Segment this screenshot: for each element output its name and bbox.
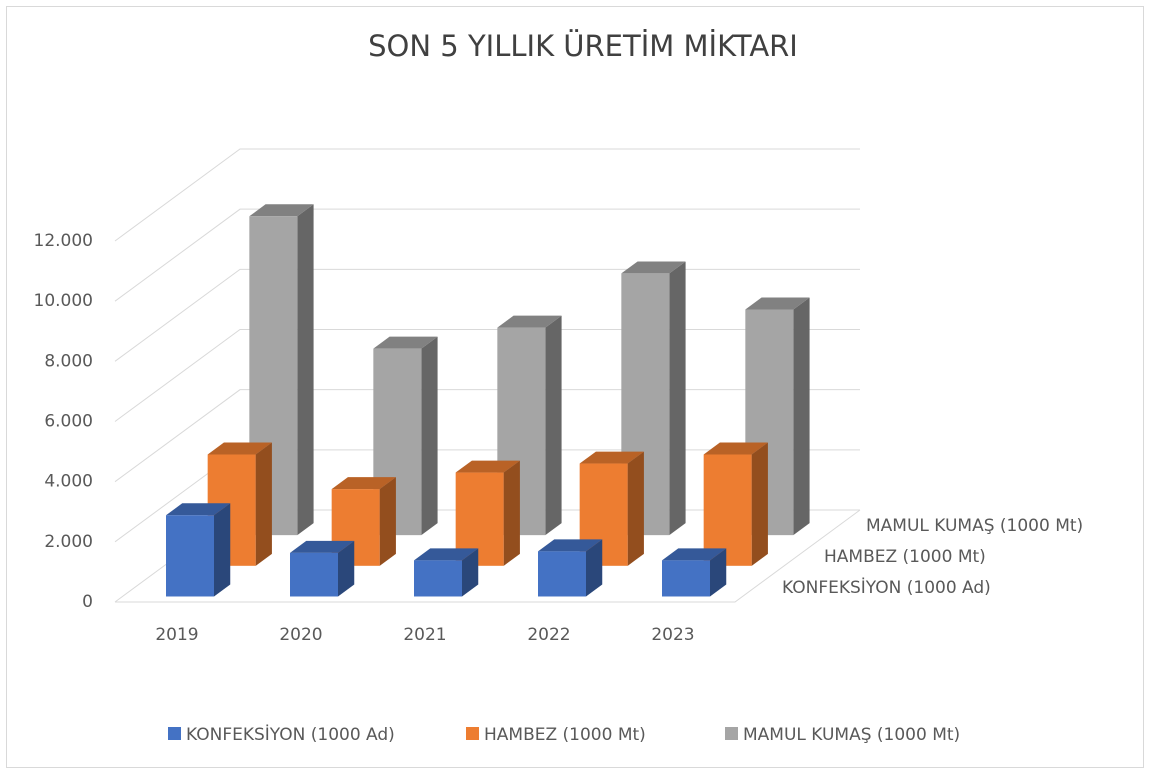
grid-line xyxy=(114,148,860,242)
legend-label: HAMBEZ (1000 Mt) xyxy=(484,725,646,745)
y-tick-label: 4.000 xyxy=(44,472,93,492)
grid xyxy=(114,148,861,603)
bar-top xyxy=(538,539,603,552)
bar xyxy=(290,540,355,597)
y-tick-label: 2.000 xyxy=(44,532,93,552)
bar-top xyxy=(455,460,520,473)
grid-line xyxy=(114,208,860,302)
x-tick-label: 2021 xyxy=(403,625,446,645)
bar-top xyxy=(414,548,479,561)
bar-side xyxy=(793,297,810,536)
bar-side xyxy=(751,442,768,566)
bar-top xyxy=(166,503,231,516)
y-tick-label: 6.000 xyxy=(44,412,93,432)
bar-side xyxy=(545,315,562,536)
bar-top xyxy=(703,442,768,455)
legend-label: KONFEKSİYON (1000 Ad) xyxy=(186,724,395,745)
bar-front xyxy=(703,454,752,566)
bar-side xyxy=(214,503,231,597)
y-tick-label: 8.000 xyxy=(44,351,93,371)
bar-top xyxy=(579,451,644,464)
bars xyxy=(166,204,810,597)
chart-border xyxy=(6,6,1144,768)
bar-top xyxy=(331,477,396,490)
x-tick-label: 2020 xyxy=(279,625,322,645)
bar xyxy=(579,451,644,566)
bar-side xyxy=(379,477,396,566)
legend-swatch xyxy=(725,727,738,740)
x-tick-label: 2023 xyxy=(651,625,694,645)
bar-side xyxy=(627,451,644,566)
legend-swatch xyxy=(466,727,479,740)
bar-top xyxy=(249,204,314,217)
depth-axis-label: MAMUL KUMAŞ (1000 Mt) xyxy=(866,516,1083,536)
bar-side xyxy=(338,540,355,597)
bar xyxy=(166,503,231,597)
bar xyxy=(703,442,768,566)
x-tick-label: 2022 xyxy=(527,625,570,645)
labels: 0 2.000 4.000 6.000 8.000 10.000 12.000 MAMUL K… xyxy=(34,231,1084,745)
bar xyxy=(414,548,479,597)
bar-front xyxy=(414,560,462,597)
chart-title: SON 5 YILLIK ÜRETİM MİKTARI xyxy=(368,29,798,63)
bar-top xyxy=(373,336,438,349)
bar-front xyxy=(662,560,710,597)
bar-top xyxy=(497,315,562,328)
bar xyxy=(373,336,438,536)
y-tick-label: 0 xyxy=(82,592,93,612)
bar-side xyxy=(462,548,479,597)
bar-top xyxy=(621,261,686,274)
bar-side xyxy=(421,336,438,536)
bar xyxy=(331,477,396,566)
bar-side xyxy=(255,442,272,566)
legend-label: MAMUL KUMAŞ (1000 Mt) xyxy=(743,725,960,745)
y-tick-label: 10.000 xyxy=(34,291,93,311)
bar-side xyxy=(586,539,603,597)
bar xyxy=(662,548,727,597)
bar-side xyxy=(297,204,314,536)
depth-axis-label: KONFEKSİYON (1000 Ad) xyxy=(782,577,991,598)
floor-edge xyxy=(115,509,861,603)
bar-front xyxy=(538,551,586,597)
depth-axis-label: HAMBEZ (1000 Mt) xyxy=(824,547,986,567)
y-tick-label: 12.000 xyxy=(34,231,93,251)
bar-side xyxy=(503,460,520,566)
bar-top xyxy=(662,548,727,561)
bar xyxy=(538,539,603,597)
x-tick-label: 2019 xyxy=(155,625,198,645)
legend-swatch xyxy=(168,727,181,740)
bar xyxy=(207,442,272,566)
bar-top xyxy=(207,442,272,455)
bar-top xyxy=(290,540,355,553)
bar-front xyxy=(290,552,338,597)
bar-top xyxy=(745,297,810,310)
bar-side xyxy=(669,261,686,536)
bar-front xyxy=(166,515,214,597)
bar-side xyxy=(710,548,727,597)
